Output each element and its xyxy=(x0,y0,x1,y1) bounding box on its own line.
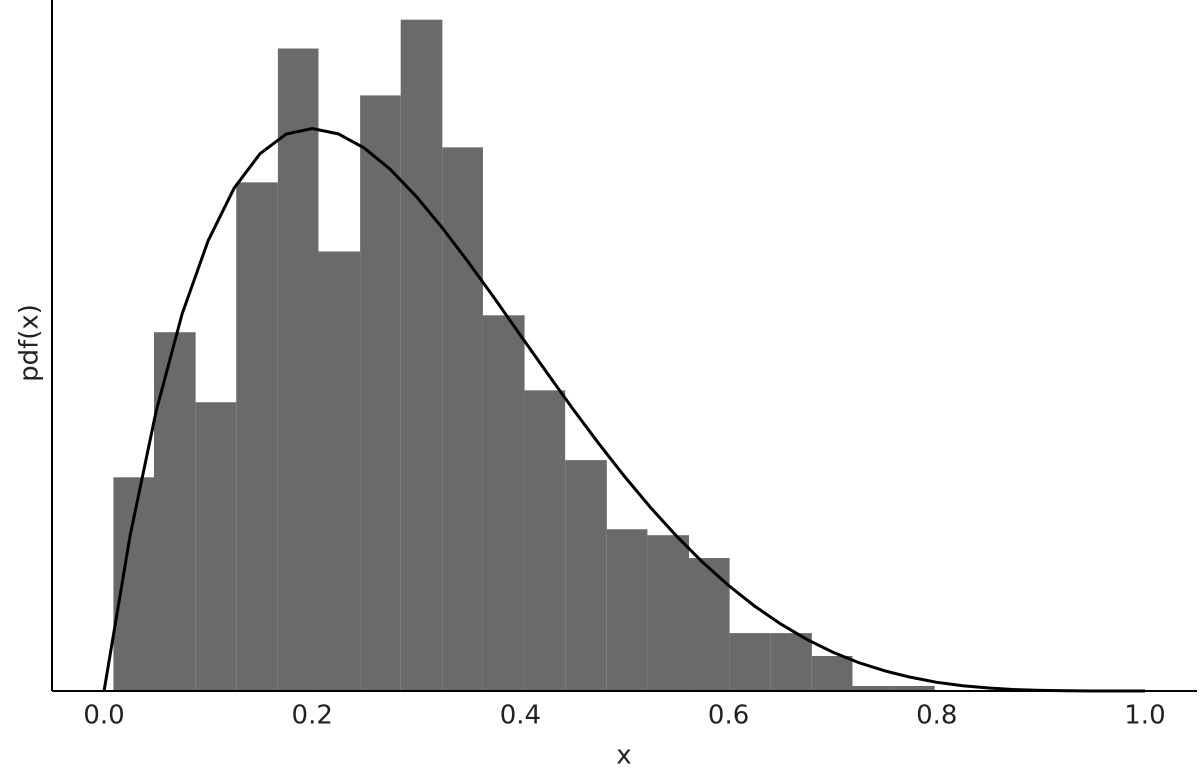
histogram-bar xyxy=(195,402,237,691)
histogram-bar xyxy=(811,655,853,691)
histogram-bar xyxy=(442,147,483,692)
x-axis-label: x xyxy=(616,741,631,771)
histogram-bar xyxy=(894,685,935,691)
histogram-bar xyxy=(647,535,690,691)
histogram-bar xyxy=(154,332,196,691)
histogram-bar xyxy=(482,315,525,691)
histogram-bar xyxy=(360,95,401,692)
histogram-bar xyxy=(852,685,895,691)
x-tick-label: 0.8 xyxy=(916,701,957,731)
y-axis-label: pdf(x) xyxy=(15,304,45,382)
x-tick-label: 0.4 xyxy=(500,701,541,731)
histogram-bar xyxy=(113,477,155,691)
x-tick-label: 0.0 xyxy=(83,701,124,731)
x-tick-label: 0.6 xyxy=(708,701,749,731)
histogram-bar xyxy=(770,633,812,691)
x-tick-label: 1.0 xyxy=(1124,701,1165,731)
histogram-bar xyxy=(729,633,771,691)
histogram-bar xyxy=(236,182,278,692)
histogram-bar xyxy=(318,251,361,691)
histogram-bar xyxy=(689,558,730,691)
pdf-line xyxy=(102,127,1145,693)
histogram-bar xyxy=(565,460,607,691)
histogram-bar xyxy=(400,19,443,691)
histogram-bar xyxy=(524,390,566,691)
histogram-bar xyxy=(277,48,319,692)
x-tick-label: 0.2 xyxy=(292,701,333,731)
histogram-bar xyxy=(606,529,648,691)
